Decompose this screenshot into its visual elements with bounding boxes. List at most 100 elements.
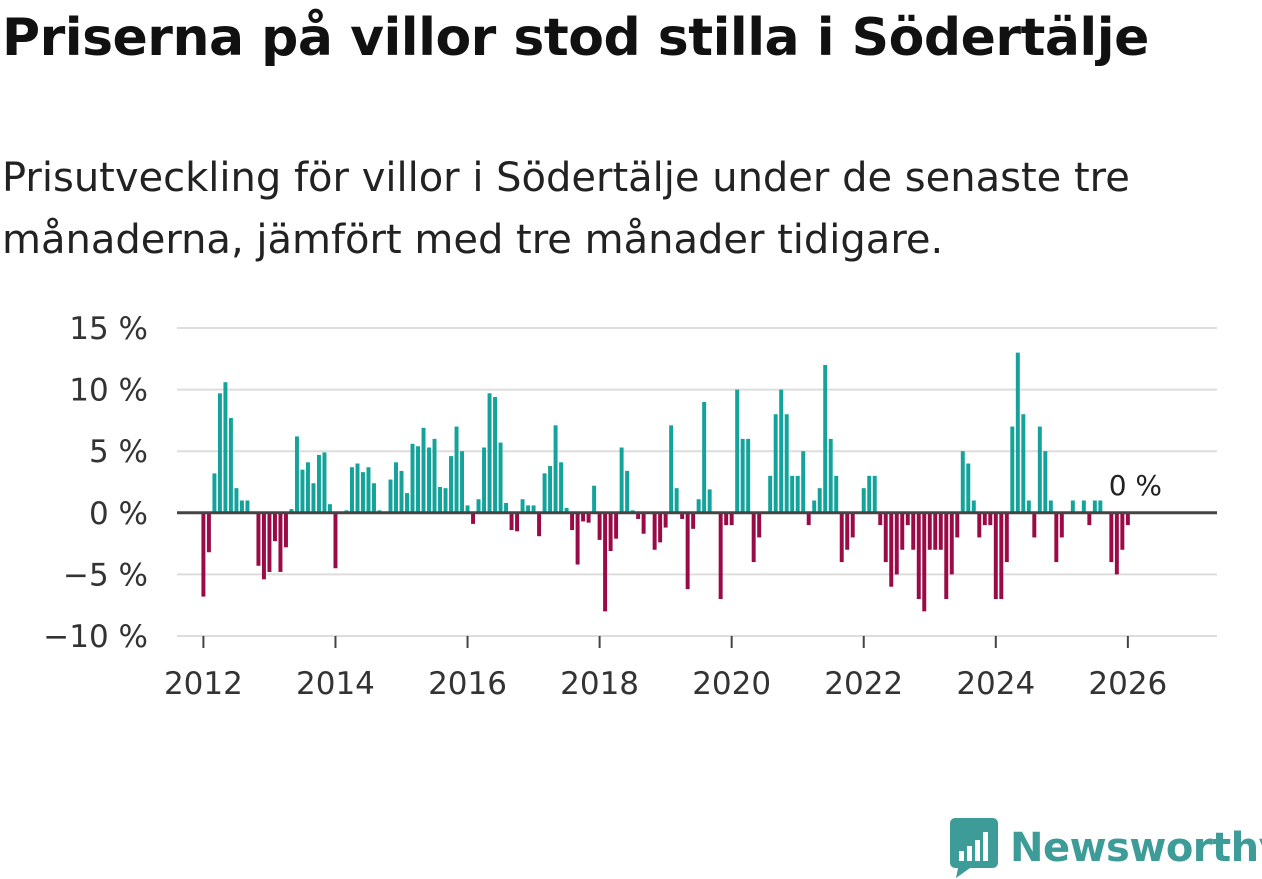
bar <box>454 426 459 513</box>
bar <box>416 446 420 513</box>
bar <box>294 436 299 513</box>
bar <box>867 475 872 513</box>
bar <box>729 512 734 526</box>
bar <box>685 512 690 590</box>
bar <box>608 512 613 551</box>
bar <box>900 512 905 550</box>
bar <box>911 512 916 550</box>
bar <box>520 499 525 513</box>
bar <box>427 447 431 513</box>
bar <box>1070 500 1075 513</box>
bar <box>217 393 222 513</box>
bar <box>933 512 938 550</box>
bar <box>740 438 745 513</box>
bar <box>410 443 415 513</box>
bar <box>509 512 514 531</box>
bar <box>922 512 927 612</box>
bar <box>625 470 630 513</box>
bar <box>988 512 993 526</box>
bar <box>498 442 503 513</box>
bar <box>597 512 602 540</box>
bar <box>658 512 663 543</box>
y-tick-label: −5 % <box>63 557 148 593</box>
bar <box>1021 414 1026 513</box>
bar <box>707 489 712 513</box>
bar <box>526 505 531 513</box>
bar <box>916 512 921 600</box>
bar <box>1037 426 1042 513</box>
bar <box>1125 512 1130 526</box>
bar <box>355 463 360 513</box>
bar <box>619 447 624 513</box>
bar <box>795 475 800 513</box>
bar <box>993 512 998 600</box>
bar <box>388 479 393 513</box>
bar <box>394 462 398 513</box>
bar <box>570 512 575 531</box>
bar <box>636 512 641 519</box>
bar <box>460 451 465 513</box>
y-axis-ticks: 15 % 10 % 5 % 0 % −5 % −10 % <box>43 311 148 655</box>
bar <box>201 512 206 597</box>
bar <box>779 389 784 513</box>
bar <box>735 389 740 513</box>
bar <box>399 470 404 513</box>
bar <box>272 512 277 542</box>
bar <box>746 438 751 513</box>
bar <box>817 488 822 513</box>
bar <box>669 425 674 513</box>
y-tick-label: 5 % <box>89 434 148 470</box>
bar <box>592 485 597 513</box>
bar <box>960 451 965 513</box>
bar <box>559 462 564 513</box>
chart-subtitle: Prisutveckling för villor i Södertälje u… <box>2 155 1130 263</box>
bar <box>718 512 723 600</box>
bar <box>223 382 228 513</box>
bar <box>581 512 586 522</box>
bar <box>1026 500 1031 513</box>
bar <box>586 512 591 523</box>
bar <box>1004 512 1009 563</box>
bar <box>575 512 580 565</box>
bar <box>927 512 932 550</box>
bar-chart: 15 % 10 % 5 % 0 % −5 % −10 % 2012 2014 2016 2018… <box>43 311 1217 702</box>
newsworthy-logo[interactable]: Newsworthy <box>950 818 1262 878</box>
bar <box>894 512 899 575</box>
bar <box>823 364 828 513</box>
bar <box>239 500 244 513</box>
bar <box>872 475 877 513</box>
bar <box>801 451 806 513</box>
bar <box>261 512 266 580</box>
bar <box>443 488 448 513</box>
bar <box>839 512 844 563</box>
bar <box>333 512 338 569</box>
bar <box>537 512 542 537</box>
bar <box>542 473 547 513</box>
bar <box>938 512 943 550</box>
bar <box>1043 451 1048 513</box>
bar <box>515 512 520 532</box>
bar <box>1059 512 1064 538</box>
y-tick-label: −10 % <box>43 619 148 655</box>
bar <box>724 512 729 526</box>
x-tick-label: 2024 <box>956 666 1035 702</box>
bar <box>278 512 283 572</box>
bar <box>680 512 685 519</box>
brand-name: Newsworthy <box>1010 825 1262 871</box>
bar <box>476 499 481 513</box>
bar <box>889 512 894 587</box>
bar <box>977 512 982 538</box>
bar <box>702 401 707 513</box>
x-tick-label: 2020 <box>692 666 771 702</box>
x-tick-label: 2022 <box>824 666 903 702</box>
bar <box>1054 512 1059 563</box>
bar <box>465 505 470 513</box>
bar <box>773 414 778 513</box>
bar <box>691 512 696 529</box>
bar <box>1114 512 1119 575</box>
bar <box>812 500 817 513</box>
bar <box>206 512 211 553</box>
chat-bar-chart-icon <box>950 818 998 878</box>
bar <box>289 509 294 513</box>
bar <box>493 396 498 513</box>
